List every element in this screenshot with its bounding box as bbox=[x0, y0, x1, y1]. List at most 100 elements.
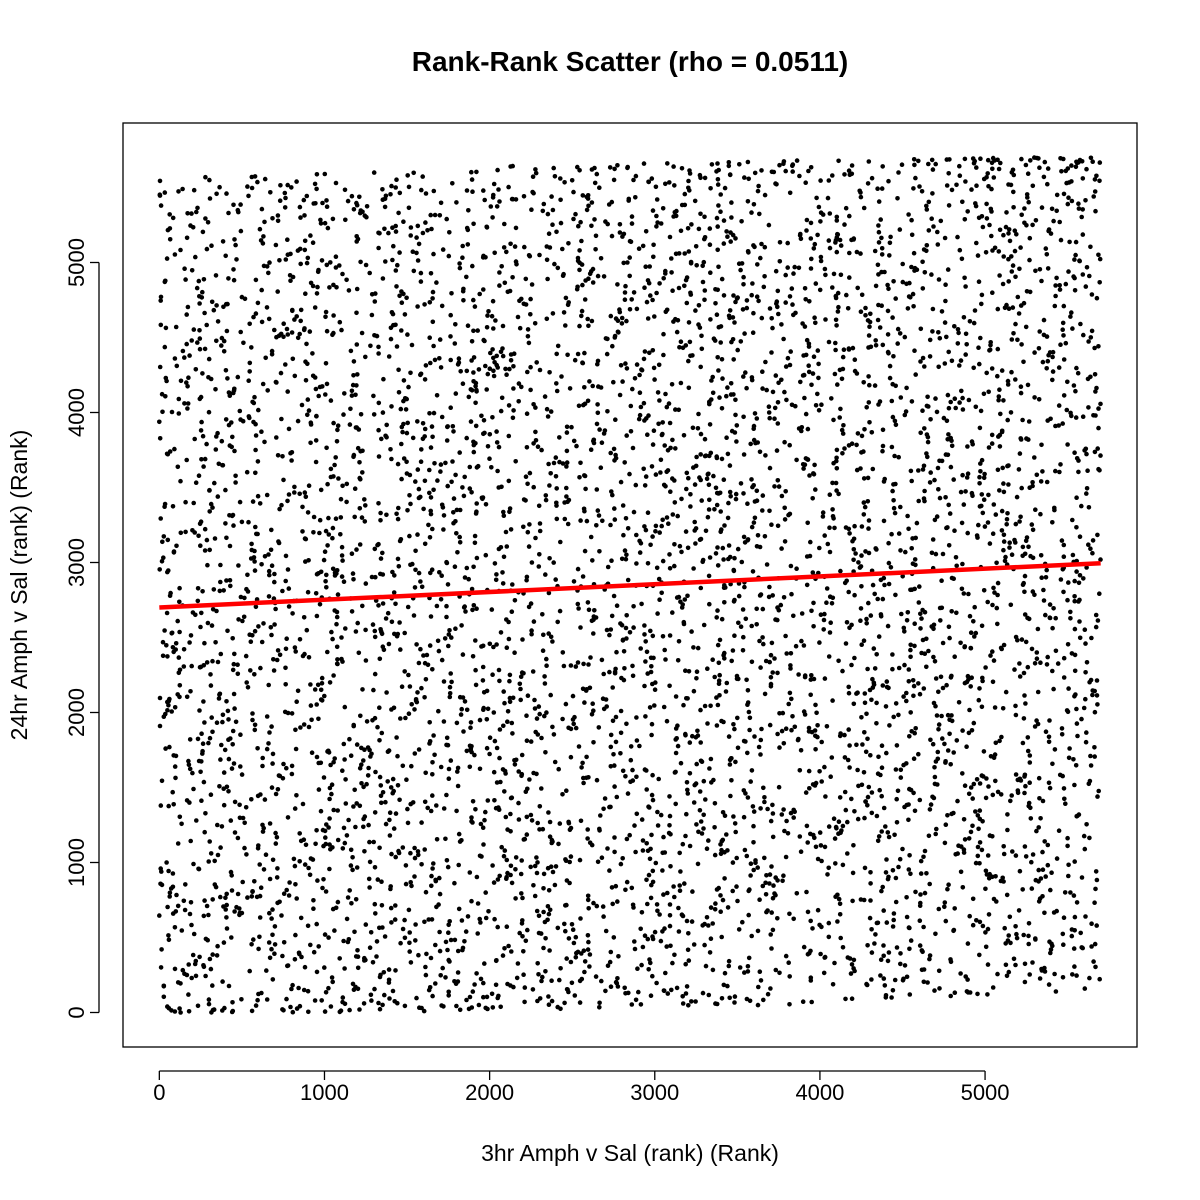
data-point bbox=[833, 293, 839, 299]
data-point bbox=[781, 336, 786, 342]
data-point bbox=[667, 180, 672, 185]
data-point bbox=[686, 249, 692, 254]
data-point bbox=[960, 199, 965, 205]
data-point bbox=[594, 487, 600, 492]
data-point bbox=[684, 300, 690, 306]
data-point bbox=[213, 447, 219, 452]
data-point bbox=[228, 869, 234, 875]
data-point bbox=[228, 818, 234, 823]
data-point bbox=[968, 684, 973, 689]
data-point bbox=[308, 856, 314, 861]
data-point bbox=[1001, 642, 1007, 648]
data-point bbox=[997, 273, 1002, 278]
data-point bbox=[664, 307, 670, 313]
data-point bbox=[654, 213, 659, 219]
data-point bbox=[933, 161, 938, 167]
data-point bbox=[322, 549, 328, 554]
data-point bbox=[832, 525, 837, 531]
data-point bbox=[612, 784, 617, 789]
data-point bbox=[924, 432, 930, 437]
data-point bbox=[890, 652, 895, 657]
data-point bbox=[716, 264, 721, 270]
data-point bbox=[180, 186, 185, 192]
data-point bbox=[533, 429, 538, 435]
data-point bbox=[214, 303, 219, 308]
data-point bbox=[720, 545, 726, 551]
data-point bbox=[833, 480, 839, 486]
data-point bbox=[798, 748, 804, 753]
data-point bbox=[698, 211, 703, 217]
data-point bbox=[409, 763, 414, 769]
data-point bbox=[333, 516, 339, 521]
data-point bbox=[655, 908, 660, 914]
data-point bbox=[1027, 289, 1033, 295]
data-point bbox=[220, 719, 225, 725]
data-point bbox=[736, 927, 742, 932]
data-point bbox=[457, 450, 463, 455]
data-point bbox=[755, 1002, 761, 1008]
data-point bbox=[389, 707, 394, 712]
data-point bbox=[1030, 222, 1035, 228]
data-point bbox=[1086, 781, 1092, 787]
data-point bbox=[343, 217, 348, 223]
data-point bbox=[389, 920, 394, 925]
data-point bbox=[477, 766, 483, 772]
data-point bbox=[1032, 395, 1037, 400]
data-point bbox=[539, 447, 544, 453]
data-point bbox=[882, 983, 888, 988]
data-point bbox=[943, 282, 948, 288]
data-point bbox=[1097, 256, 1103, 262]
data-point bbox=[653, 472, 659, 477]
data-point bbox=[168, 590, 173, 596]
data-point bbox=[428, 495, 434, 500]
data-point bbox=[700, 923, 705, 928]
data-point bbox=[1054, 208, 1059, 214]
data-point bbox=[302, 238, 308, 244]
data-point bbox=[430, 772, 435, 777]
data-point bbox=[996, 397, 1001, 403]
data-point bbox=[357, 766, 363, 771]
data-point bbox=[207, 196, 213, 201]
data-point bbox=[240, 879, 245, 885]
data-point bbox=[483, 502, 489, 507]
data-point bbox=[717, 672, 722, 678]
data-point bbox=[757, 449, 763, 455]
data-point bbox=[584, 194, 589, 200]
data-point bbox=[593, 247, 598, 252]
data-point bbox=[615, 163, 620, 168]
data-point bbox=[481, 253, 486, 259]
data-point bbox=[649, 176, 655, 181]
data-point bbox=[966, 397, 972, 403]
data-point bbox=[657, 530, 662, 535]
data-point bbox=[380, 790, 386, 795]
data-point bbox=[782, 828, 787, 834]
data-point bbox=[662, 443, 667, 448]
data-point bbox=[687, 740, 693, 745]
data-point bbox=[714, 723, 720, 728]
data-point bbox=[441, 679, 447, 684]
data-point bbox=[828, 620, 833, 625]
data-point bbox=[882, 582, 887, 588]
data-point bbox=[177, 585, 182, 591]
data-point bbox=[869, 697, 874, 703]
data-point bbox=[762, 534, 768, 539]
data-point bbox=[749, 933, 754, 939]
data-point bbox=[585, 316, 590, 322]
data-point bbox=[855, 285, 860, 291]
data-point bbox=[849, 163, 855, 168]
data-point bbox=[159, 947, 164, 952]
data-point bbox=[1095, 618, 1101, 623]
data-point bbox=[491, 880, 497, 885]
data-point bbox=[323, 835, 328, 840]
data-point bbox=[427, 535, 433, 540]
data-point bbox=[1011, 331, 1016, 336]
data-point bbox=[854, 467, 860, 473]
data-point bbox=[766, 404, 772, 410]
data-point bbox=[911, 250, 917, 256]
data-point bbox=[329, 629, 334, 635]
data-point bbox=[270, 932, 275, 938]
data-point bbox=[1088, 753, 1093, 759]
data-point bbox=[974, 777, 980, 782]
data-point bbox=[351, 723, 357, 729]
data-point bbox=[474, 389, 479, 394]
